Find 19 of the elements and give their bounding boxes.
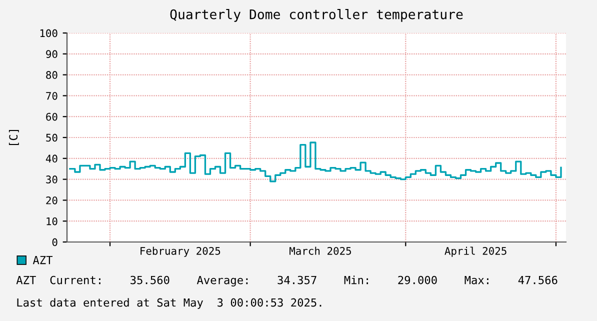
y-tick-label: 50 — [46, 134, 58, 142]
y-tick-label: 20 — [46, 196, 58, 204]
y-tick-label: 10 — [46, 217, 58, 226]
x-tick-label: February 2025 — [140, 246, 220, 257]
legend-label: AZT — [32, 256, 53, 264]
y-tick-label: 30 — [46, 176, 58, 184]
y-tick-label: 90 — [46, 50, 58, 58]
y-tick-label: 70 — [46, 92, 58, 100]
y-tick-label: 40 — [46, 154, 58, 163]
y-axis-title: [C] — [8, 130, 19, 146]
y-tick-label: 60 — [46, 112, 58, 121]
y-tick-label: 100 — [40, 29, 58, 38]
text: AZT Current: 35.560 Average: 34.357 Min: 29.000 Max: 47.566 — [16, 276, 558, 286]
y-tick-label: 80 — [46, 71, 58, 79]
text: Last data entered at Sat May 3 00:00:53 2025. — [17, 298, 322, 309]
y-tick-label: 0 — [52, 238, 58, 246]
x-tick-label: April 2025 — [444, 246, 506, 257]
chart-title: Quarterly Dome controller temperature — [170, 9, 463, 22]
x-tick-label: March 2025 — [290, 246, 351, 255]
